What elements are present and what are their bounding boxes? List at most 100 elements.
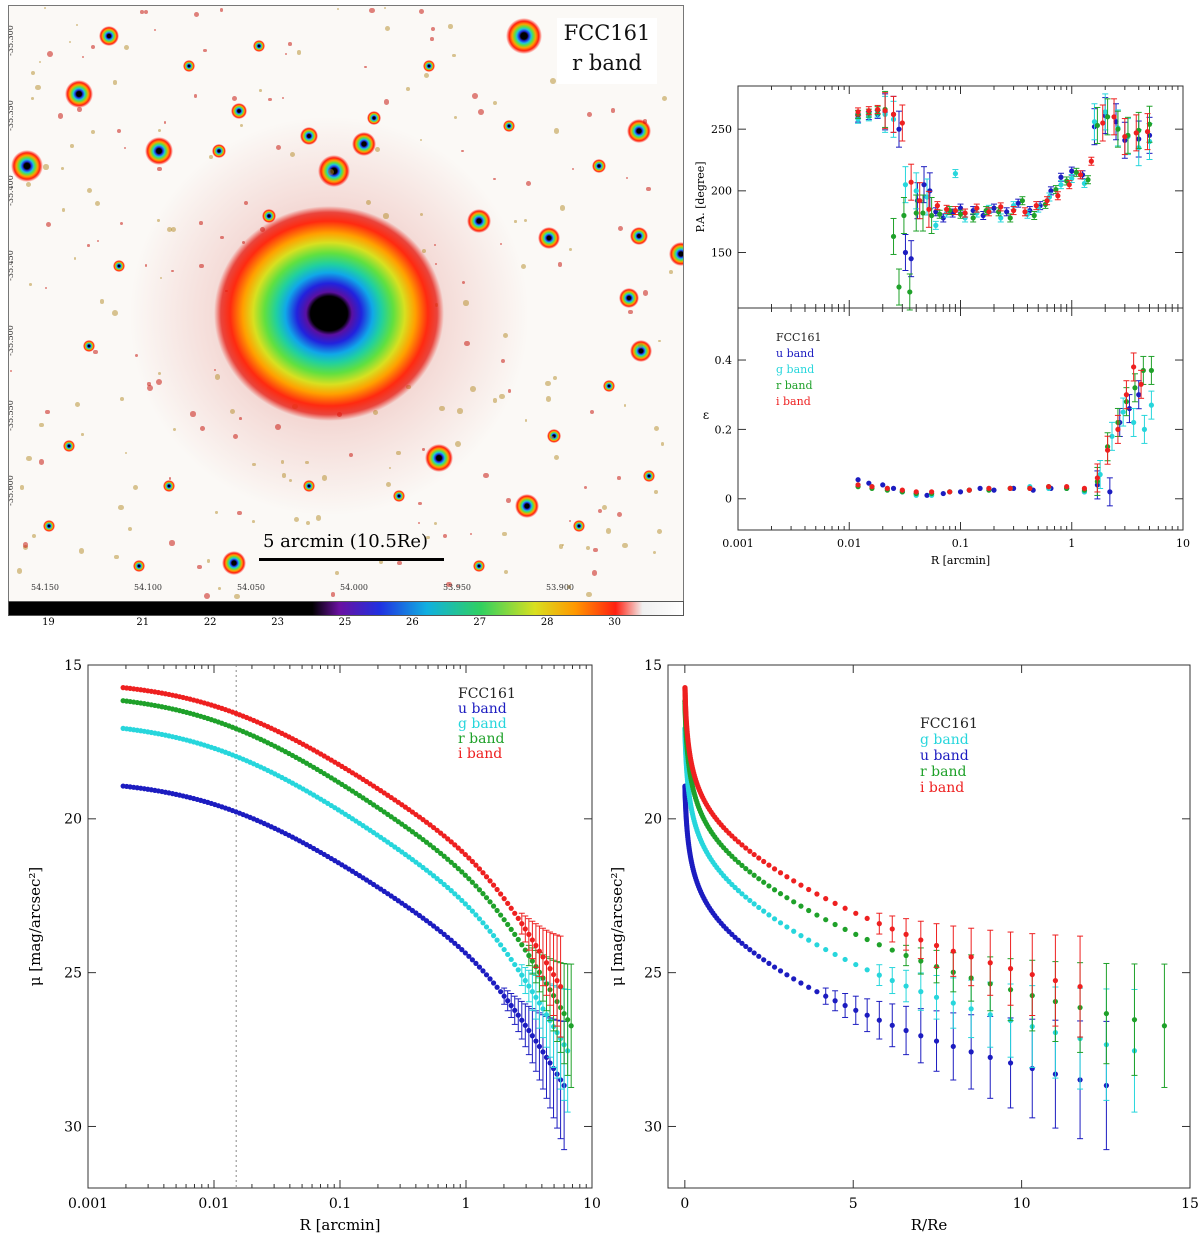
data-point xyxy=(1058,174,1064,180)
colorbar-tick-label: 27 xyxy=(473,617,487,628)
x-tick-label: 0.001 xyxy=(68,1196,108,1212)
data-point xyxy=(1126,405,1133,412)
noise-speck xyxy=(597,509,603,514)
data-point xyxy=(1132,385,1138,391)
data-point xyxy=(957,489,964,495)
data-point xyxy=(438,878,444,885)
y-axis-label: μ [mag/arcsec²] xyxy=(26,867,44,987)
noise-speck xyxy=(622,542,628,549)
data-point xyxy=(1007,1060,1014,1066)
star-source xyxy=(643,470,655,482)
data-point xyxy=(901,212,907,219)
data-point xyxy=(784,874,790,880)
data-point xyxy=(880,482,886,488)
star-source xyxy=(603,380,615,392)
x-axis-label: R [arcmin] xyxy=(300,1216,381,1234)
star-source xyxy=(627,119,651,143)
data-point xyxy=(487,976,493,982)
noise-speck xyxy=(215,511,218,514)
noise-speck xyxy=(143,9,149,15)
legend-title: FCC161 xyxy=(458,686,516,702)
data-point xyxy=(1085,177,1091,183)
data-point xyxy=(739,940,745,946)
data-point xyxy=(483,972,490,978)
data-point xyxy=(1088,158,1094,164)
noise-speck xyxy=(477,109,484,116)
noise-speck xyxy=(587,112,592,118)
ra-tick-label: 53.900 xyxy=(546,583,574,592)
data-point xyxy=(784,895,790,901)
x-tick-label: 0.1 xyxy=(952,537,970,550)
data-point xyxy=(866,108,872,114)
data-point xyxy=(430,923,437,929)
data-point xyxy=(1122,133,1128,140)
data-point xyxy=(441,853,447,859)
data-point xyxy=(448,888,454,894)
noise-speck xyxy=(158,129,162,133)
data-point xyxy=(933,1038,940,1044)
data-point xyxy=(903,1027,909,1034)
data-point xyxy=(1136,392,1142,398)
data-point xyxy=(452,940,458,946)
data-point xyxy=(1138,381,1144,387)
noise-speck xyxy=(22,542,29,548)
data-point xyxy=(483,874,490,880)
data-point xyxy=(420,836,426,843)
y-tick-label: 20 xyxy=(64,812,82,828)
data-point xyxy=(469,957,475,963)
noise-speck xyxy=(557,262,562,267)
noise-speck xyxy=(383,213,389,219)
noise-speck xyxy=(472,92,478,99)
plot-frame xyxy=(87,664,593,1189)
data-point xyxy=(814,989,820,995)
data-point xyxy=(917,198,923,204)
star-source xyxy=(145,137,173,165)
data-point xyxy=(842,926,848,932)
image-label: FCC161 r band xyxy=(557,18,657,84)
data-point xyxy=(445,836,451,842)
data-point xyxy=(1111,114,1117,120)
data-point xyxy=(766,960,772,966)
noise-speck xyxy=(378,559,384,564)
data-point xyxy=(977,485,983,491)
noise-speck xyxy=(120,396,125,401)
colorbar-tick-label: 21 xyxy=(136,617,150,628)
data-point xyxy=(1022,209,1028,215)
data-point xyxy=(473,912,479,918)
plot-frame xyxy=(667,664,1191,1189)
data-point xyxy=(853,910,859,916)
data-point xyxy=(1113,119,1119,125)
noise-speck xyxy=(503,569,509,575)
colorbar-ticks: 19 21 22 23 25 26 27 28 30 xyxy=(8,617,682,631)
data-point xyxy=(543,1054,550,1060)
noise-speck xyxy=(16,567,23,574)
data-point xyxy=(933,942,940,949)
data-point xyxy=(462,872,468,878)
band-label: r band xyxy=(572,51,642,75)
data-point xyxy=(508,905,514,911)
noise-speck xyxy=(470,385,476,392)
data-point xyxy=(756,953,762,959)
data-point xyxy=(903,952,909,959)
data-point xyxy=(466,953,472,959)
x-axis-label: R/Re xyxy=(911,1216,948,1234)
data-point xyxy=(459,947,465,953)
data-point xyxy=(920,210,926,216)
data-point xyxy=(519,942,525,948)
noise-speck xyxy=(553,454,560,461)
data-point xyxy=(1097,471,1103,478)
data-point xyxy=(452,842,458,848)
star-source xyxy=(163,480,175,492)
data-point xyxy=(476,866,483,872)
star-source xyxy=(212,144,226,158)
data-point xyxy=(515,915,521,922)
noise-speck xyxy=(637,342,643,348)
data-point xyxy=(908,256,914,262)
noise-speck xyxy=(628,309,633,315)
noise-speck xyxy=(383,99,390,105)
dec-tick-label: -35.400 xyxy=(8,175,15,206)
y-tick-label: 30 xyxy=(64,1119,82,1135)
data-point xyxy=(462,901,468,907)
data-point xyxy=(473,883,479,889)
noise-speck xyxy=(144,264,148,267)
